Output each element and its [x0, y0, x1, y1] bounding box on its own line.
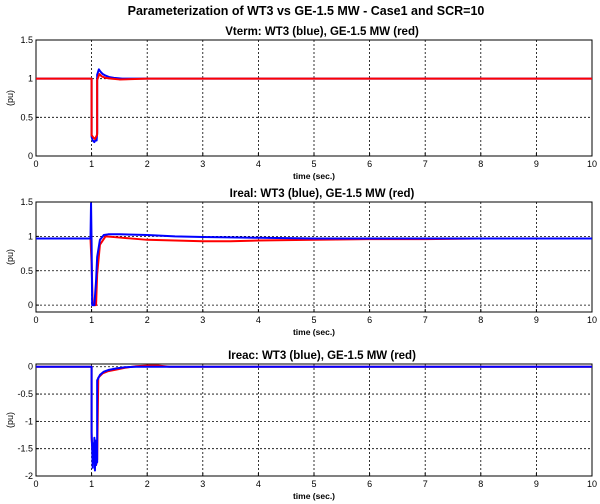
vterm-xtick-label: 0	[33, 159, 38, 169]
ireac-ytick-label: -1	[25, 416, 33, 426]
ireac-wt3-line	[36, 365, 592, 472]
ireac-ytick-label: -2	[25, 471, 33, 481]
ireal-xtick-label: 2	[145, 315, 150, 325]
ireal-xtick-label: 9	[534, 315, 539, 325]
ireal-wt3-line	[36, 202, 592, 307]
ireac-xtick-label: 10	[587, 479, 597, 489]
vterm-ytick-label: 0.5	[20, 112, 33, 122]
vterm-xtick-label: 7	[423, 159, 428, 169]
ireal-ytick-label: 1	[28, 231, 33, 241]
ireal-axes-box	[35, 201, 593, 313]
ireal-ylabel: (pu)	[5, 249, 15, 265]
ireal-xtick-label: 1	[89, 315, 94, 325]
vterm-title: Vterm: WT3 (blue), GE-1.5 MW (red)	[225, 26, 419, 38]
ireal-ytick-label: 0.5	[20, 266, 33, 276]
ireac-ytick-label: 0	[28, 362, 33, 372]
ireal-xtick-label: 0	[33, 315, 38, 325]
vterm-ytick-label: 0	[28, 151, 33, 161]
ireal-xtick-label: 3	[200, 315, 205, 325]
ireal-xtick-label: 10	[587, 315, 597, 325]
vterm-ylabel: (pu)	[5, 90, 15, 106]
vterm-wt3-line	[36, 68, 592, 144]
ireal-xtick-label: 8	[478, 315, 483, 325]
ireac-xtick-label: 0	[33, 479, 38, 489]
ireac-title: Ireac: WT3 (blue), GE-1.5 MW (red)	[228, 350, 416, 362]
figure-title: Parameterization of WT3 vs GE-1.5 MW - C…	[128, 4, 485, 18]
vterm-ytick-label: 1	[28, 74, 33, 84]
ireal-xtick-label: 5	[311, 315, 316, 325]
ireac-xtick-label: 2	[145, 479, 150, 489]
ireac-xtick-label: 7	[423, 479, 428, 489]
ireac-xtick-label: 8	[478, 479, 483, 489]
ireal-xtick-label: 7	[423, 315, 428, 325]
vterm-xtick-label: 8	[478, 159, 483, 169]
ireal-xtick-label: 4	[256, 315, 261, 325]
ireal-ytick-label: 0	[28, 300, 33, 310]
ireac-xtick-label: 4	[256, 479, 261, 489]
vterm-xtick-label: 6	[367, 159, 372, 169]
ireal-title: Ireal: WT3 (blue), GE-1.5 MW (red)	[230, 188, 415, 200]
ireac-ytick-label: -0.5	[17, 389, 33, 399]
ireac-xtick-label: 6	[367, 479, 372, 489]
vterm-xtick-label: 2	[145, 159, 150, 169]
ireal-panel: Ireal: WT3 (blue), GE-1.5 MW (red) 0 1 2 3 4 5…	[5, 188, 597, 337]
ireal-ytick-label: 1.5	[20, 197, 33, 207]
ireac-xtick-label: 1	[89, 479, 94, 489]
ireac-ytick-label: -1.5	[17, 444, 33, 454]
ireal-xlabel: time (sec.)	[293, 327, 335, 337]
ireac-xtick-label: 5	[311, 479, 316, 489]
vterm-xlabel: time (sec.)	[293, 171, 335, 181]
vterm-ge-line	[36, 73, 592, 140]
ireac-xtick-label: 3	[200, 479, 205, 489]
ireac-xtick-label: 9	[534, 479, 539, 489]
vterm-xtick-label: 10	[587, 159, 597, 169]
ireac-panel: Ireac: WT3 (blue), GE-1.5 MW (red) 0 1 2 3 4 5…	[5, 350, 597, 501]
vterm-xtick-label: 1	[89, 159, 94, 169]
vterm-xtick-label: 5	[311, 159, 316, 169]
vterm-xtick-label: 4	[256, 159, 261, 169]
ireac-ylabel: (pu)	[5, 412, 15, 428]
vterm-xtick-label: 3	[200, 159, 205, 169]
vterm-panel: Vterm: WT3 (blue), GE-1.5 MW (red) 0 1 2 3 4 5…	[5, 26, 597, 181]
ireac-xlabel: time (sec.)	[293, 491, 335, 501]
ireal-xtick-label: 6	[367, 315, 372, 325]
vterm-xtick-label: 9	[534, 159, 539, 169]
vterm-ytick-label: 1.5	[20, 35, 33, 45]
